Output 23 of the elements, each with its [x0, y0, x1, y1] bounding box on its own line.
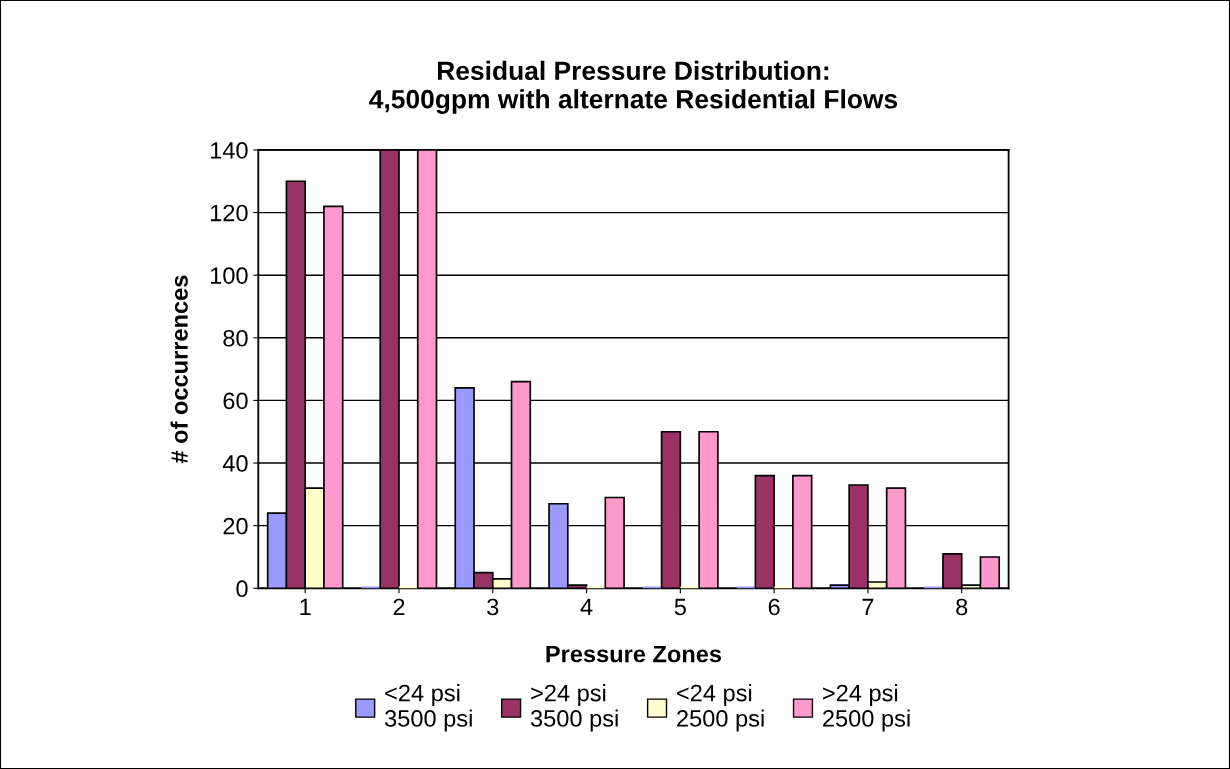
x-tick-label: 8	[956, 598, 968, 616]
x-tick-label: 7	[862, 598, 874, 616]
y-tick-label: 100	[210, 267, 248, 284]
y-tick-label: 140	[210, 142, 248, 159]
y-tick-label: 80	[223, 329, 248, 347]
x-tick-label: 4	[580, 598, 593, 616]
legend-label: >24 psi 3500 psi	[530, 684, 618, 732]
legend-label: <24 psi 3500 psi	[384, 684, 472, 732]
legend-label: >24 psi 2500 psi	[823, 684, 910, 732]
y-tick-label: 120	[210, 204, 248, 222]
y-tick-label: 0	[236, 580, 248, 598]
x-tick-label: 3	[487, 598, 499, 616]
y-axis-title: # of occurrences	[170, 275, 188, 464]
legend-label: <24 psi 2500 psi	[677, 684, 764, 732]
y-tick-label: 60	[223, 392, 248, 410]
x-tick-label: 2	[393, 598, 405, 616]
y-tick-label: 20	[223, 517, 248, 535]
x-tick-label: 1	[300, 598, 311, 616]
x-axis-title: Pressure Zones	[546, 645, 722, 663]
y-tick-label: 40	[222, 455, 248, 472]
chart-title: Residual Pressure Distribution: 4,500gpm with alternate Residential Flows	[369, 60, 898, 114]
x-tick-label: 6	[768, 598, 780, 616]
x-tick-label: 5	[674, 598, 686, 616]
